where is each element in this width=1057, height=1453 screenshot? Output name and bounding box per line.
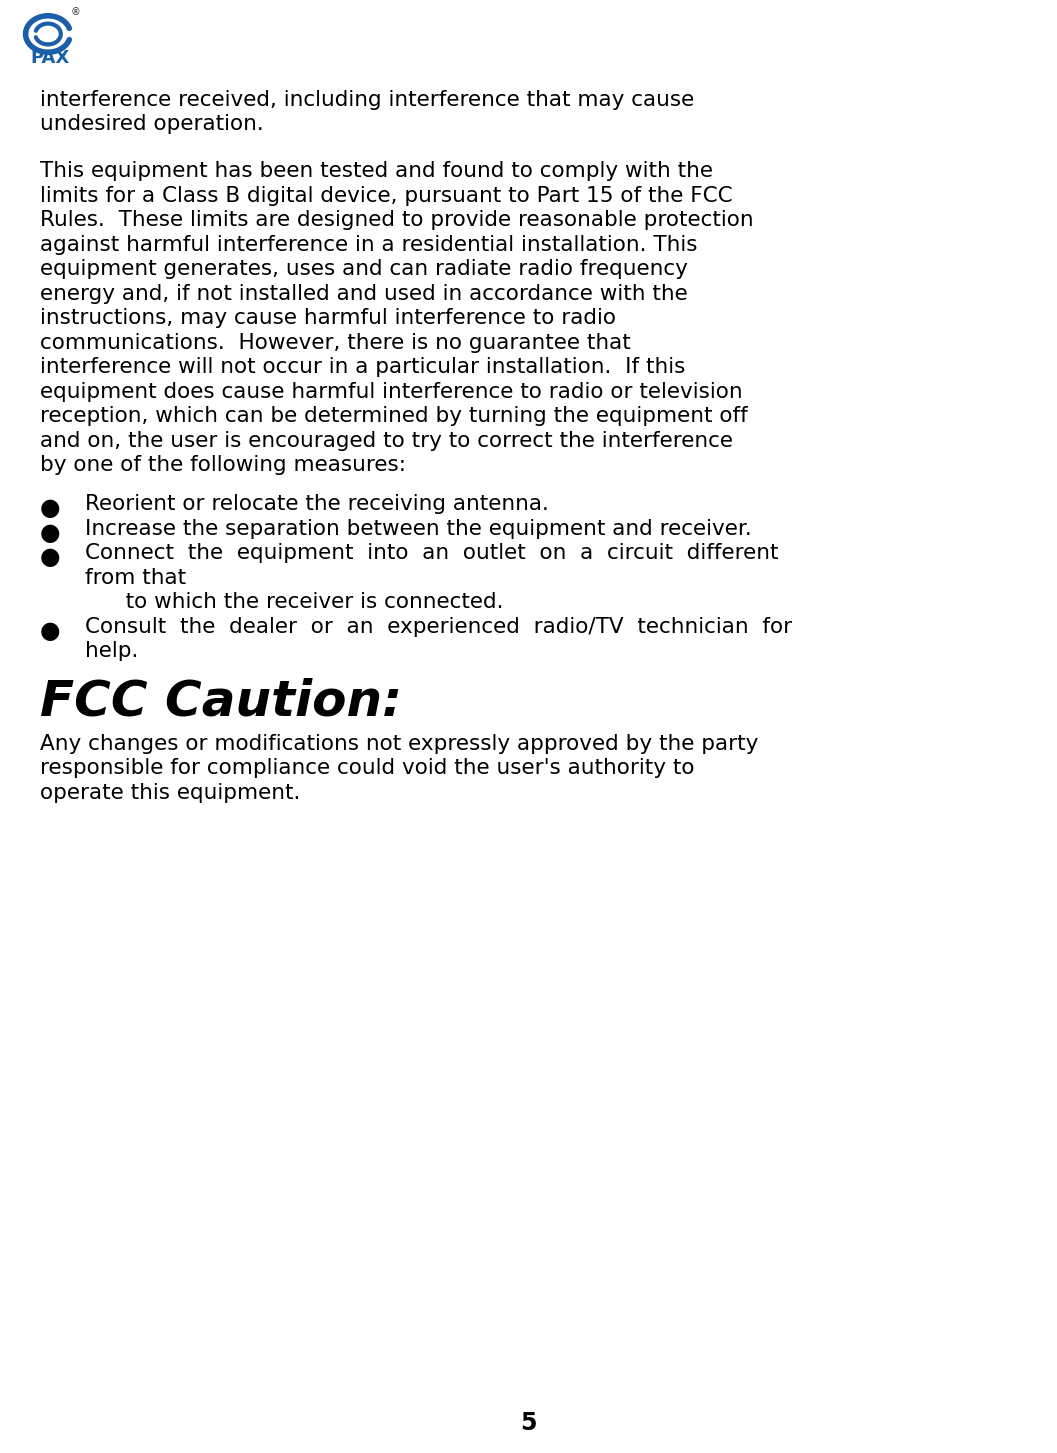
Text: equipment generates, uses and can radiate radio frequency: equipment generates, uses and can radiat… — [40, 259, 688, 279]
Text: undesired operation.: undesired operation. — [40, 115, 264, 135]
Text: from that: from that — [85, 568, 186, 588]
Text: ●: ● — [40, 520, 60, 545]
Text: 5: 5 — [520, 1411, 537, 1436]
Text: instructions, may cause harmful interference to radio: instructions, may cause harmful interfer… — [40, 308, 616, 328]
Text: This equipment has been tested and found to comply with the: This equipment has been tested and found… — [40, 161, 713, 182]
Text: against harmful interference in a residential installation. This: against harmful interference in a reside… — [40, 234, 698, 254]
Text: ●: ● — [40, 497, 60, 520]
Text: responsible for compliance could void the user's authority to: responsible for compliance could void th… — [40, 758, 694, 779]
Text: interference will not occur in a particular installation.  If this: interference will not occur in a particu… — [40, 357, 685, 376]
Text: energy and, if not installed and used in accordance with the: energy and, if not installed and used in… — [40, 283, 688, 304]
Text: to which the receiver is connected.: to which the receiver is connected. — [105, 593, 503, 612]
Text: reception, which can be determined by turning the equipment off: reception, which can be determined by tu… — [40, 405, 747, 426]
Text: PAX TECHNOLOGY LIMITED: PAX TECHNOLOGY LIMITED — [342, 19, 845, 52]
Text: Connect  the  equipment  into  an  outlet  on  a  circuit  different: Connect the equipment into an outlet on … — [85, 543, 779, 564]
Text: communications.  However, there is no guarantee that: communications. However, there is no gua… — [40, 333, 631, 353]
Text: and on, the user is encouraged to try to correct the interference: and on, the user is encouraged to try to… — [40, 430, 733, 450]
Text: Any changes or modifications not expressly approved by the party: Any changes or modifications not express… — [40, 734, 758, 754]
Text: Rules.  These limits are designed to provide reasonable protection: Rules. These limits are designed to prov… — [40, 211, 754, 230]
Text: Consult  the  dealer  or  an  experienced  radio/TV  technician  for: Consult the dealer or an experienced rad… — [85, 616, 792, 636]
Text: by one of the following measures:: by one of the following measures: — [40, 455, 406, 475]
Text: Reorient or relocate the receiving antenna.: Reorient or relocate the receiving anten… — [85, 494, 549, 514]
Text: limits for a Class B digital device, pursuant to Part 15 of the FCC: limits for a Class B digital device, pur… — [40, 186, 733, 205]
Text: help.: help. — [85, 641, 138, 661]
Text: interference received, including interference that may cause: interference received, including interfe… — [40, 90, 694, 110]
Text: equipment does cause harmful interference to radio or television: equipment does cause harmful interferenc… — [40, 382, 743, 401]
Text: operate this equipment.: operate this equipment. — [40, 783, 300, 804]
Text: PAX: PAX — [31, 49, 70, 67]
Text: FCC Caution:: FCC Caution: — [40, 679, 402, 726]
Text: ●: ● — [40, 545, 60, 570]
Text: Increase the separation between the equipment and receiver.: Increase the separation between the equi… — [85, 519, 752, 539]
Text: ●: ● — [40, 619, 60, 642]
Text: ®: ® — [70, 7, 80, 17]
